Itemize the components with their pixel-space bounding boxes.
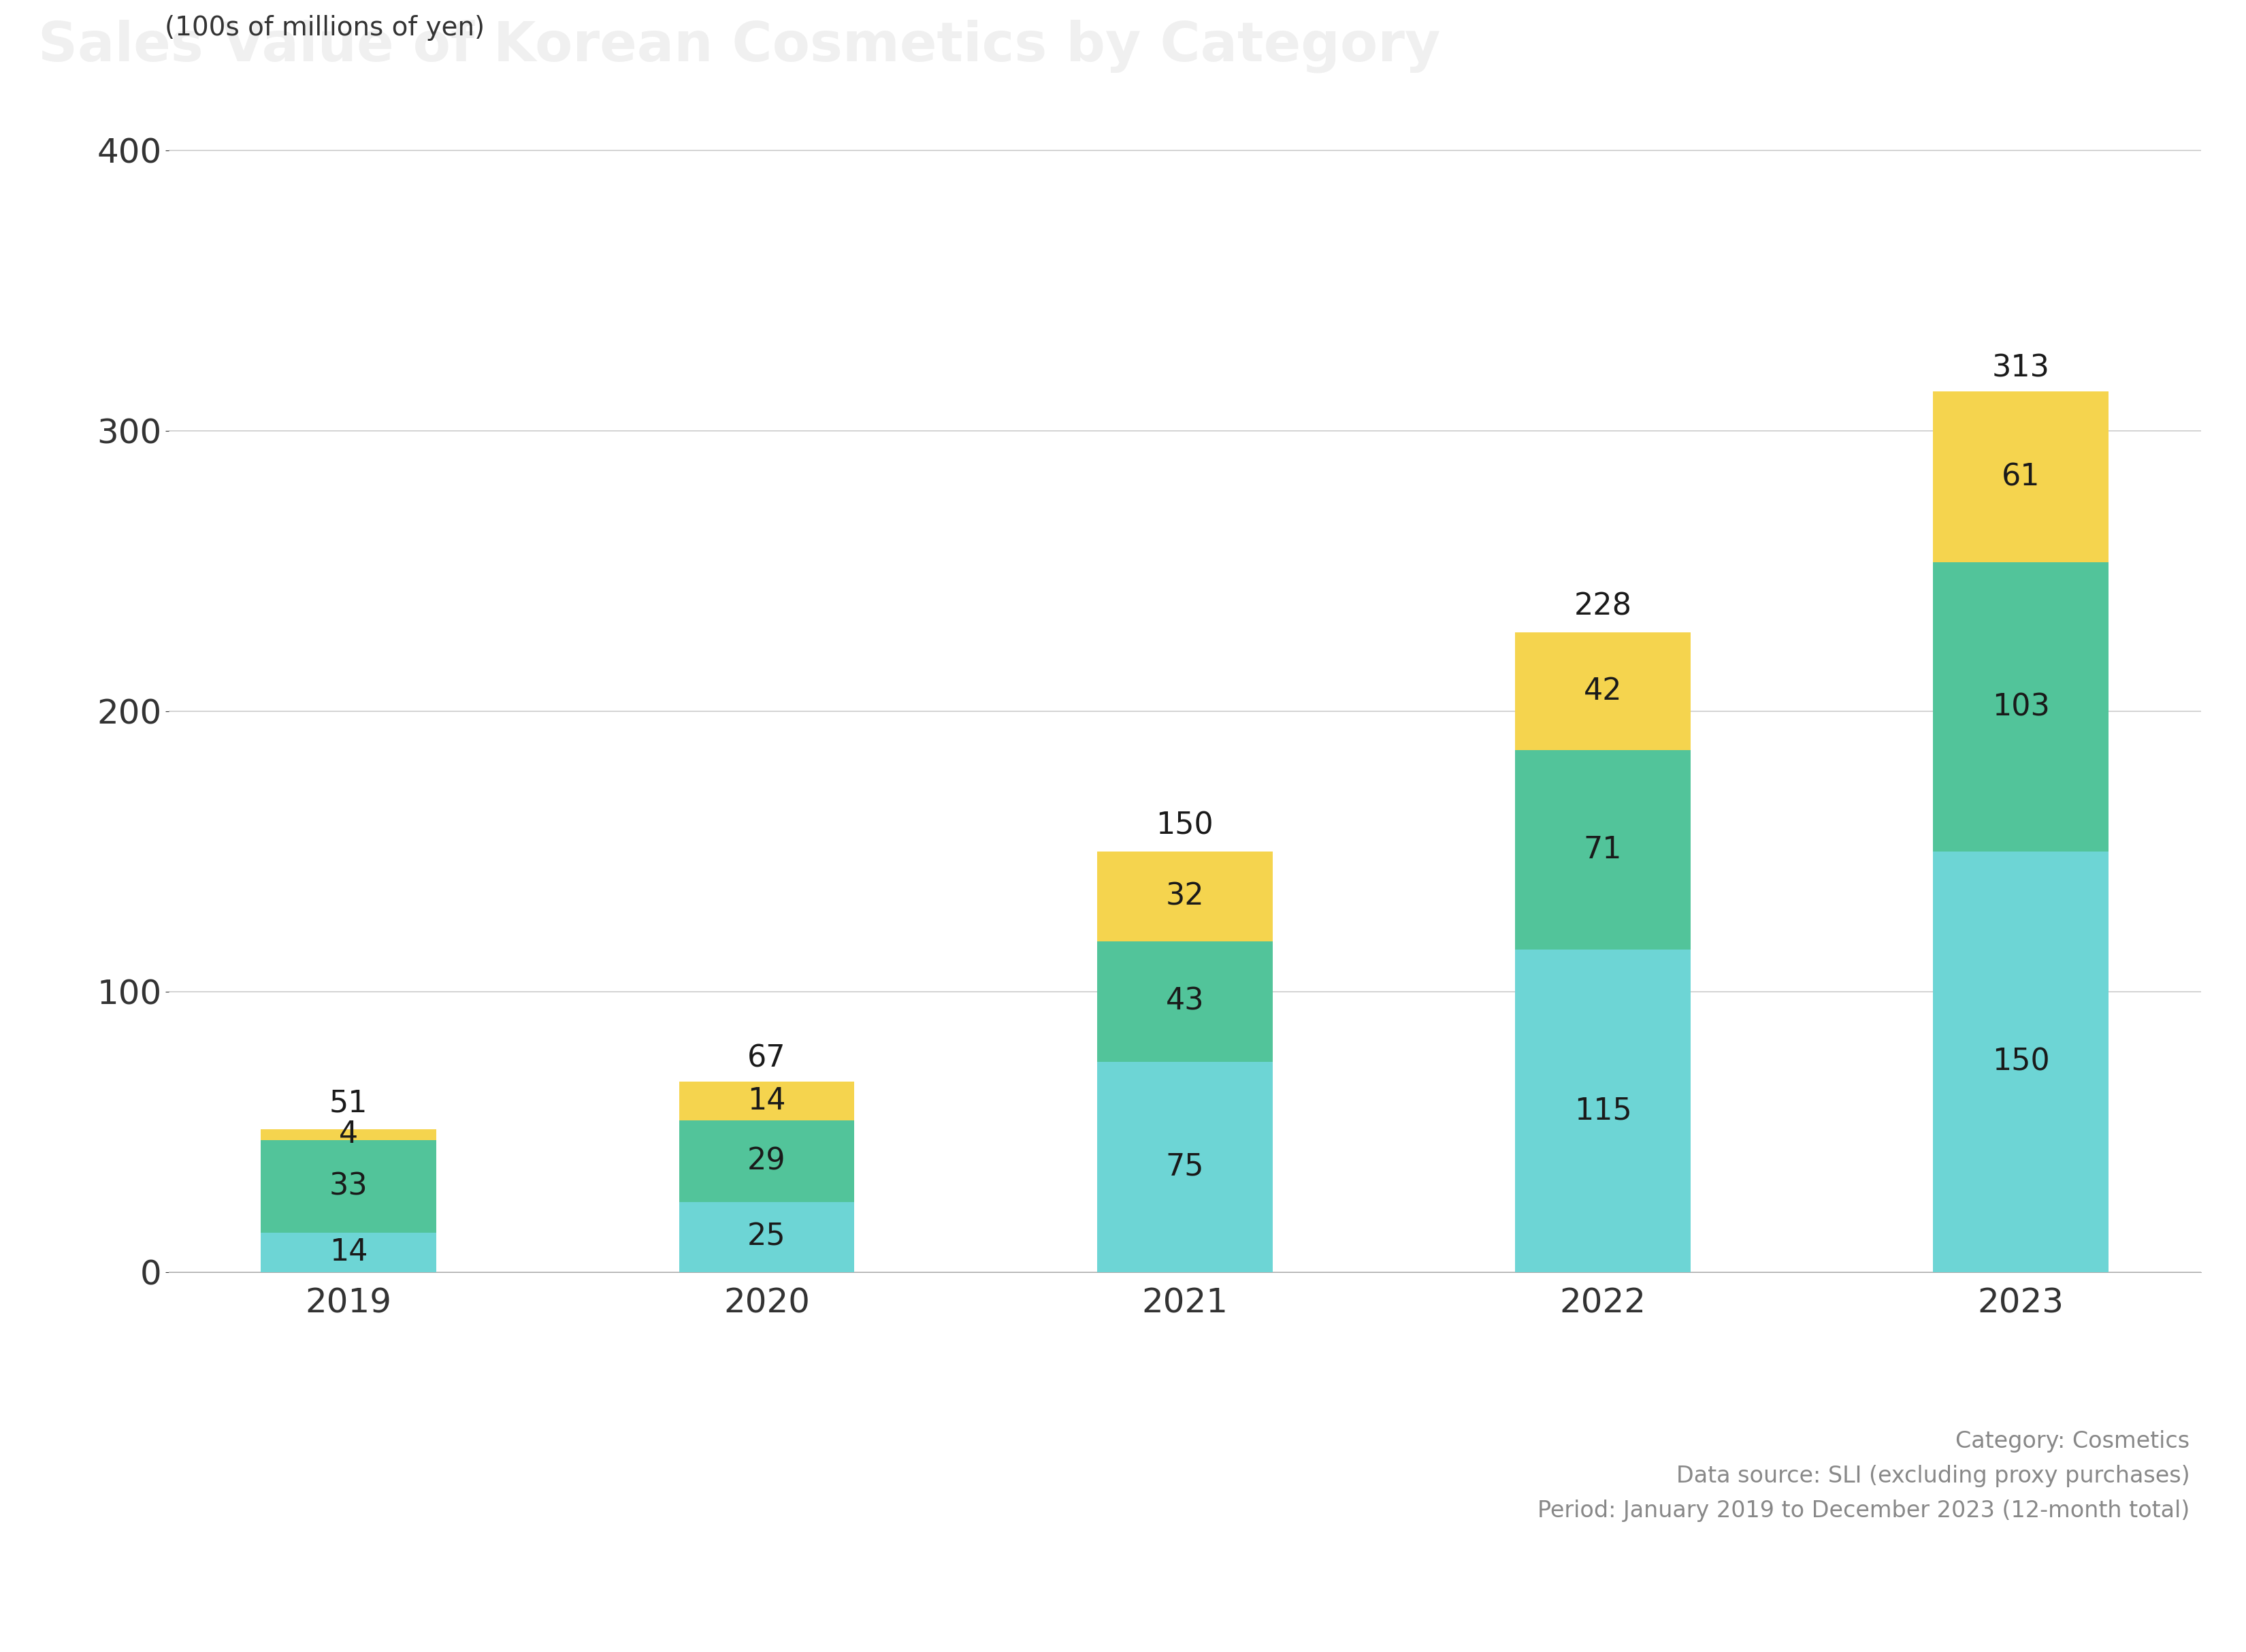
Text: 115: 115 (1574, 1097, 1631, 1125)
Bar (1096, 942, 1273, 1062)
Text: 43: 43 (1166, 986, 1204, 1016)
Bar (1934, 392, 2109, 563)
Bar (1096, 851, 1273, 942)
Text: 67: 67 (748, 1044, 786, 1072)
Text: 51: 51 (330, 1089, 368, 1118)
Bar (1516, 750, 1691, 950)
Text: 103: 103 (1992, 692, 2051, 722)
Bar (1516, 950, 1691, 1272)
Bar (261, 1140, 436, 1232)
Text: 14: 14 (748, 1087, 786, 1115)
Text: 150: 150 (1992, 1047, 2051, 1077)
Bar (678, 1120, 853, 1203)
Text: 42: 42 (1583, 677, 1622, 705)
Bar (1934, 563, 2109, 851)
Bar (1516, 633, 1691, 750)
Bar (261, 1232, 436, 1272)
Text: 228: 228 (1574, 591, 1633, 621)
Text: 313: 313 (1992, 354, 2051, 383)
Bar (1934, 851, 2109, 1272)
Text: Category: Cosmetics
Data source: SLI (excluding proxy purchases)
Period: January: Category: Cosmetics Data source: SLI (ex… (1539, 1431, 2190, 1521)
Bar (678, 1203, 853, 1272)
Text: 32: 32 (1166, 882, 1204, 910)
Bar (678, 1082, 853, 1120)
Bar (261, 1128, 436, 1140)
Text: 75: 75 (1166, 1151, 1204, 1181)
Text: 25: 25 (748, 1222, 786, 1252)
Text: 150: 150 (1157, 811, 1213, 841)
Text: 14: 14 (330, 1237, 368, 1267)
Bar (1096, 1062, 1273, 1272)
Text: 29: 29 (748, 1146, 786, 1176)
Text: 61: 61 (2001, 463, 2039, 492)
Text: 4: 4 (339, 1120, 359, 1150)
Text: Sales Value of Korean Cosmetics by Category: Sales Value of Korean Cosmetics by Categ… (38, 20, 1440, 73)
Text: 33: 33 (330, 1171, 368, 1201)
Text: 71: 71 (1583, 836, 1622, 864)
Text: (100s of millions of yen): (100s of millions of yen) (164, 15, 485, 41)
